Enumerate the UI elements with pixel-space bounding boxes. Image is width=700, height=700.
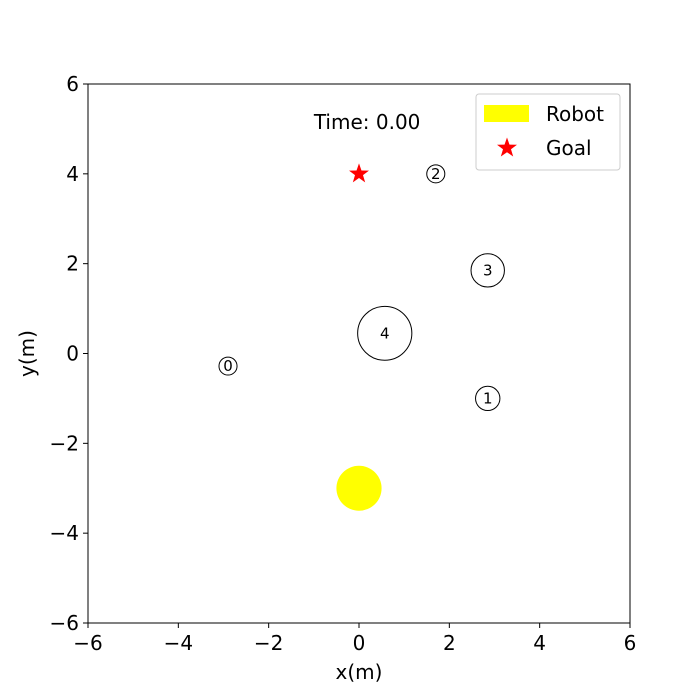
x-tick-label-2: 2 — [443, 631, 456, 655]
plot-layer: 0 1 2 3 4 — [218, 163, 505, 511]
x-tick-label--2: −2 — [254, 631, 283, 655]
y-tick-label--2: −2 — [50, 431, 79, 455]
y-tick-label-4: 4 — [66, 162, 79, 186]
x-tick-label-6: 6 — [624, 631, 637, 655]
y-tick-label-2: 2 — [66, 252, 79, 276]
robot-marker — [336, 465, 382, 511]
obstacle-4-label: 4 — [380, 324, 390, 342]
legend: Robot Goal — [475, 93, 621, 171]
goal-marker — [349, 163, 369, 183]
obstacle-1 — [475, 385, 501, 412]
legend-goal-star — [497, 137, 517, 157]
y-tick-label--6: −6 — [50, 611, 79, 635]
obstacle-0-label: 0 — [223, 357, 233, 375]
y-tick-label--4: −4 — [50, 521, 79, 545]
x-tick-label-4: 4 — [533, 631, 546, 655]
legend-robot-swatch — [484, 105, 529, 122]
obstacle-0 — [218, 356, 238, 376]
ticks-layer: −6 −4 −2 0 2 4 6 −6 −4 −2 0 2 4 6 — [50, 72, 637, 655]
legend-robot-label: Robot — [546, 102, 604, 126]
time-label: Time: 0.00 — [313, 110, 421, 134]
legend-goal-label: Goal — [546, 136, 592, 160]
y-tick-label-0: 0 — [66, 342, 79, 366]
x-tick-label--6: −6 — [73, 631, 102, 655]
obstacle-3 — [470, 253, 505, 288]
x-tick-label--4: −4 — [164, 631, 193, 655]
obstacle-4 — [357, 305, 413, 361]
obstacle-2-label: 2 — [431, 165, 441, 183]
x-tick-label-0: 0 — [353, 631, 366, 655]
y-axis-label: y(m) — [15, 330, 39, 377]
y-tick-label-6: 6 — [66, 72, 79, 96]
x-axis-label: x(m) — [336, 660, 383, 684]
obstacle-1-label: 1 — [483, 389, 493, 407]
obstacle-2 — [426, 164, 446, 184]
obstacle-3-label: 3 — [483, 261, 493, 279]
